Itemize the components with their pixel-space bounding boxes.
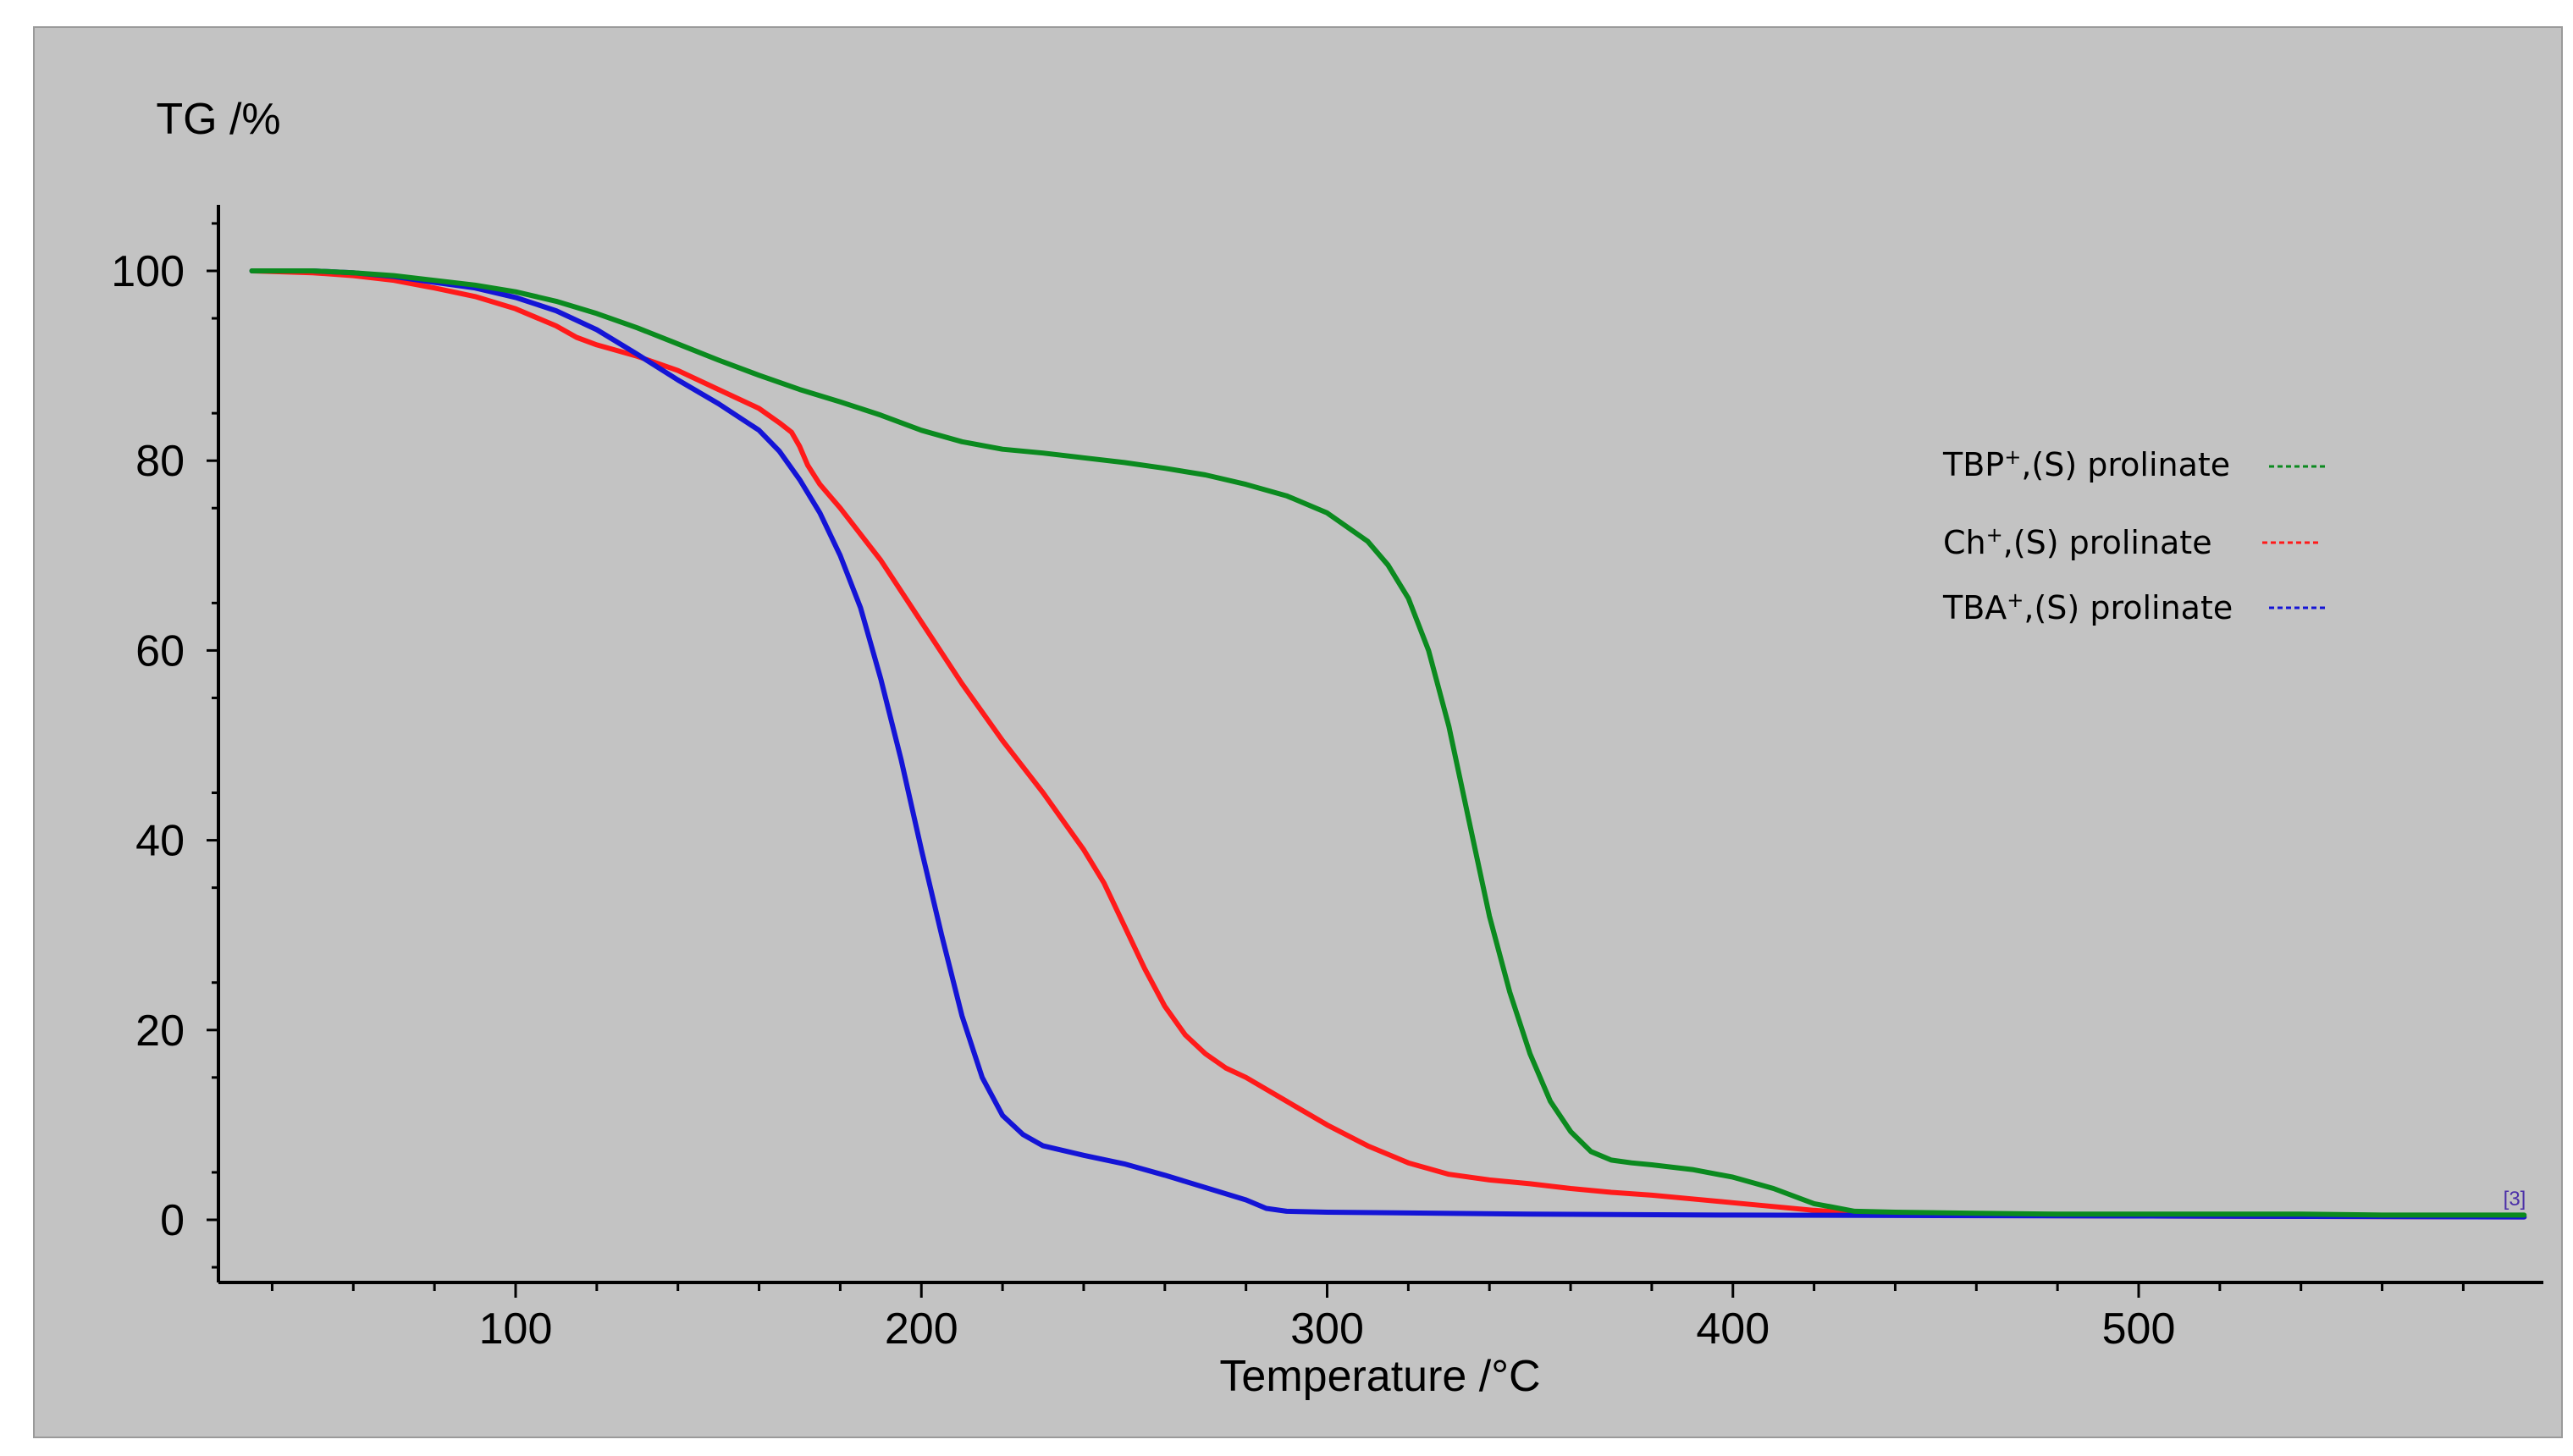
x-tick-label-400: 400 xyxy=(1696,1304,1770,1354)
y-tick-label-80: 80 xyxy=(135,437,185,486)
legend-entry-tba: TBA+,(S) prolinate xyxy=(1942,588,2327,626)
series-line-tbp xyxy=(249,268,2527,1218)
series-line-tba xyxy=(249,268,2527,1220)
legend: TBP+,(S) prolinate Ch+,(S) prolinate TBA… xyxy=(1942,445,2327,626)
legend-label-ch: Ch+,(S) prolinate xyxy=(1943,523,2212,561)
legend-label-tbp: TBP+,(S) prolinate xyxy=(1942,445,2230,483)
legend-entry-ch: Ch+,(S) prolinate xyxy=(1943,523,2320,561)
x-tick-label-300: 300 xyxy=(1290,1304,1364,1354)
y-tick-label-20: 20 xyxy=(135,1007,185,1056)
x-tick-label-100: 100 xyxy=(479,1304,553,1354)
series-group xyxy=(249,268,2527,1220)
y-axis-title: TG /% xyxy=(156,95,280,144)
y-tick-label-100: 100 xyxy=(111,247,185,296)
legend-label-tba: TBA+,(S) prolinate xyxy=(1942,588,2233,626)
corner-marker-label: [3] xyxy=(2504,1188,2526,1211)
x-tick-label-200: 200 xyxy=(885,1304,958,1354)
legend-entry-tbp: TBP+,(S) prolinate xyxy=(1942,445,2327,483)
y-tick-label-60: 60 xyxy=(135,626,185,676)
ticks-group: 100 200 300 400 500 0 20 40 60 80 100 xyxy=(111,222,2465,1354)
plot-panel xyxy=(33,26,2563,1438)
y-tick-label-40: 40 xyxy=(135,817,185,866)
y-tick-label-0: 0 xyxy=(160,1196,185,1245)
series-line-ch xyxy=(249,268,2527,1220)
x-axis-title: Temperature /°C xyxy=(1219,1352,1540,1401)
x-tick-label-500: 500 xyxy=(2102,1304,2176,1354)
